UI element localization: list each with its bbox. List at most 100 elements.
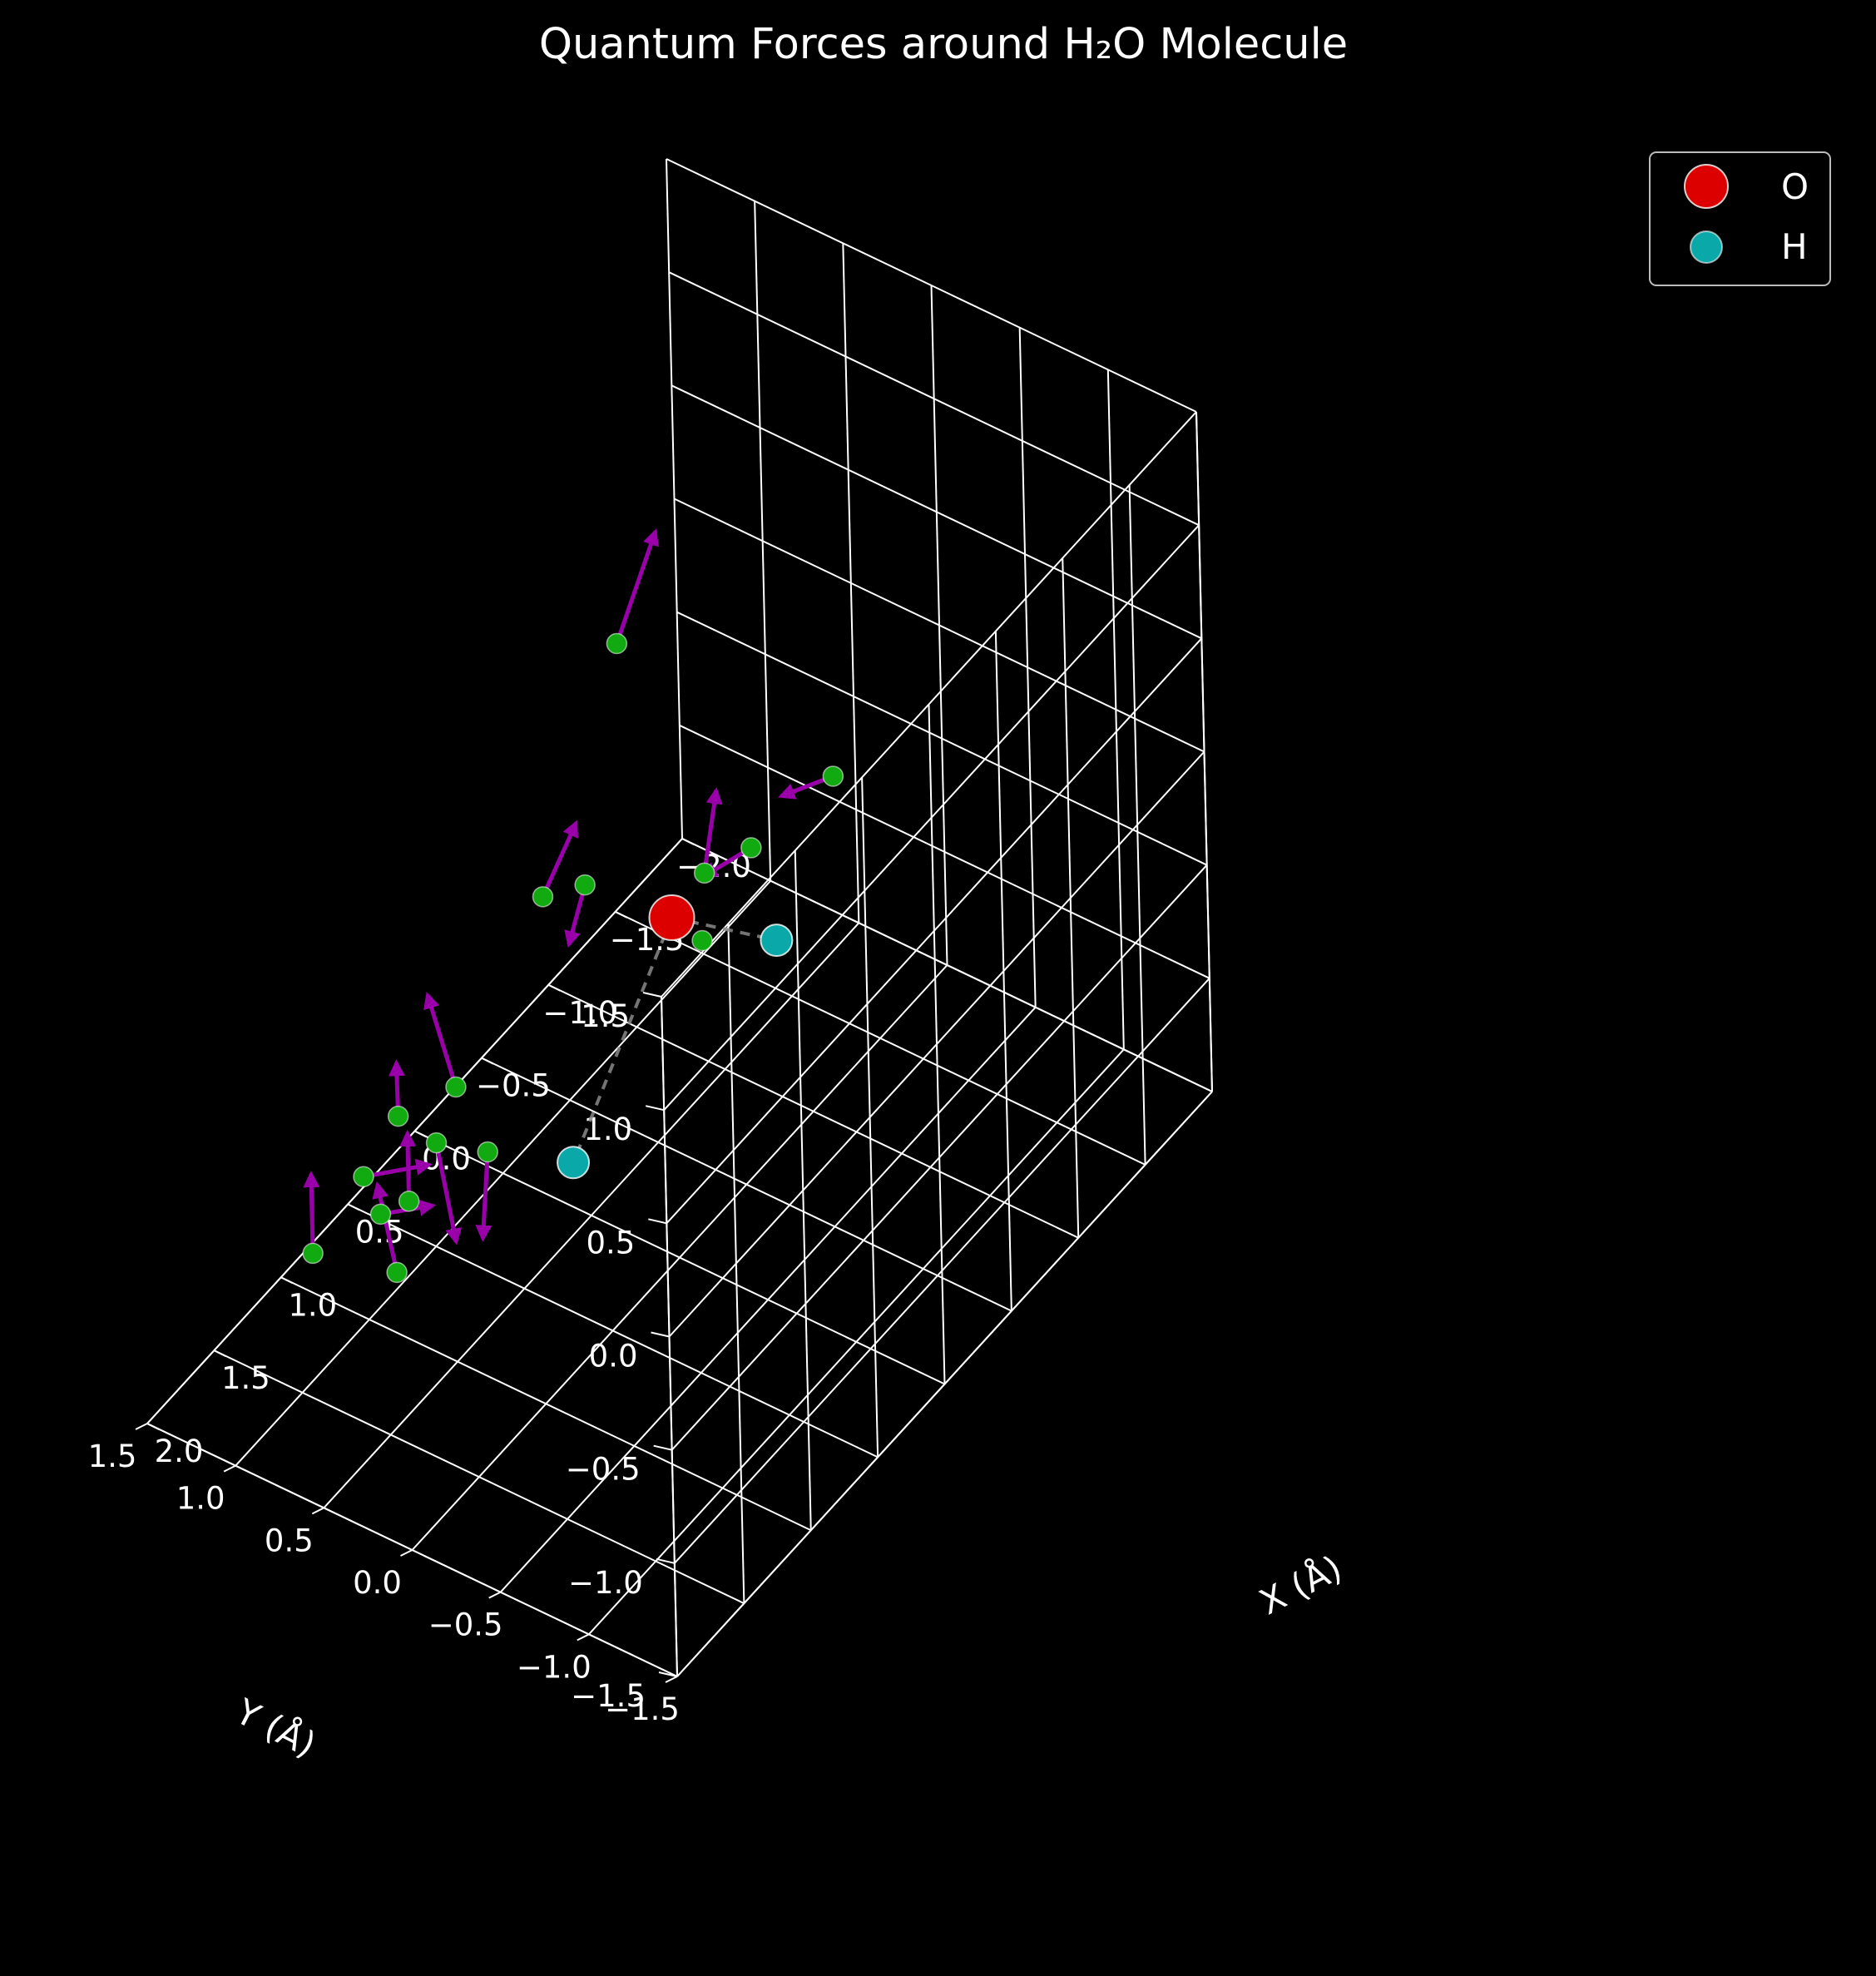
y-tick-label: −1.0 (517, 1649, 592, 1685)
floor-gridline-y (499, 1006, 1037, 1593)
y-tick-label: 0.5 (265, 1523, 314, 1558)
x-tick-label: −0.5 (476, 1068, 551, 1104)
y-tick-mark (223, 1464, 236, 1473)
force-arrow (541, 820, 578, 898)
force-point (574, 874, 596, 896)
z-tick-label: −1.5 (571, 1678, 646, 1714)
x-tick-mark (146, 1423, 160, 1430)
z-tick-mark (656, 1558, 676, 1564)
force-arrow (475, 1151, 493, 1242)
wall-gridline-z (676, 611, 1208, 866)
x-tick-mark (280, 1276, 294, 1285)
y-tick-label: 1.0 (176, 1481, 225, 1517)
plot-area (302, 528, 844, 1284)
floor-gridline-y (411, 964, 948, 1551)
x-axis-label: X (Å) (1253, 1547, 1349, 1623)
y-axis-label: Y (Å) (229, 1690, 323, 1766)
y-tick-mark (400, 1549, 413, 1557)
force-point (606, 632, 628, 655)
z-tick-mark (648, 1218, 667, 1225)
x-tick-label: 1.0 (288, 1287, 337, 1323)
floor-gridline-y (323, 922, 860, 1509)
atom-hydrogen (760, 924, 794, 958)
z-tick-mark (658, 1671, 678, 1677)
force-point (398, 1190, 420, 1212)
force-arrow (363, 1158, 433, 1179)
force-point (445, 1076, 467, 1098)
wall-gridline-z (671, 384, 1202, 640)
force-point (387, 1105, 409, 1127)
y-tick-mark (577, 1633, 590, 1642)
legend-marker-o (1684, 164, 1729, 209)
force-point (532, 886, 554, 908)
force-point (353, 1166, 374, 1188)
z-tick-mark (642, 992, 662, 998)
force-point (302, 1242, 324, 1265)
wall-gridline-z (663, 524, 1200, 1111)
x-tick-mark (681, 838, 695, 845)
x-tick-mark (481, 1057, 494, 1065)
z-tick-label: −1.0 (568, 1565, 643, 1601)
wall-gridline-z (668, 750, 1205, 1338)
legend-label-h: H (1781, 226, 1808, 267)
y-tick-label: −1.5 (605, 1691, 680, 1727)
z-tick-label: 0.5 (586, 1225, 635, 1260)
wall-gridline-z (674, 978, 1210, 1564)
x-tick-mark (347, 1203, 360, 1211)
force-point (369, 1203, 392, 1226)
y-tick-mark (665, 1676, 678, 1683)
wall-gridline-z (668, 271, 1200, 527)
axes-3d: −2.0−1.5−1.0−0.50.00.51.01.52.0−1.5−1.0−… (88, 158, 1349, 1766)
y-tick-label: 0.0 (353, 1565, 402, 1601)
wall-gridline-z (666, 637, 1203, 1225)
z-tick-mark (645, 1105, 665, 1112)
legend: O H (1649, 151, 1831, 286)
force-point (740, 837, 762, 859)
wall-gridline-z (674, 498, 1205, 753)
floor-gridline-y (588, 1048, 1125, 1636)
force-arrow (614, 528, 659, 645)
force-arrow (303, 1171, 320, 1254)
x-tick-mark (547, 983, 561, 992)
wall-gridline-z (666, 158, 1197, 413)
chart-title: Quantum Forces around H₂O Molecule (539, 20, 1348, 69)
force-arrow (372, 1181, 399, 1273)
wall-gridline-z (679, 724, 1210, 979)
y-tick-mark (135, 1423, 148, 1430)
bond-line (572, 917, 674, 1163)
y-tick-mark (488, 1591, 502, 1599)
force-point (425, 1132, 448, 1154)
atom-oxygen (648, 894, 695, 941)
floor-gridline-y (235, 879, 771, 1467)
force-arrow (702, 787, 723, 874)
wall-gridline-z (661, 411, 1197, 998)
force-point (693, 862, 715, 884)
z-tick-label: 1.5 (581, 998, 630, 1034)
z-tick-label: 0.0 (589, 1339, 638, 1374)
force-arrow (434, 1142, 462, 1246)
y-tick-mark (311, 1507, 324, 1515)
force-arrow (423, 992, 458, 1088)
y-tick-label: −0.5 (428, 1607, 503, 1643)
x-tick-mark (213, 1350, 226, 1358)
atom-hydrogen (557, 1146, 591, 1180)
legend-marker-h (1690, 230, 1723, 264)
z-tick-mark (651, 1331, 670, 1338)
x-tick-label: 2.0 (155, 1434, 204, 1469)
z-tick-mark (653, 1444, 672, 1451)
wall-gridline-z (681, 838, 1213, 1092)
legend-label-o: O (1781, 166, 1809, 207)
y-tick-label: 1.5 (88, 1439, 137, 1474)
force-point (477, 1141, 498, 1163)
x-tick-label: 1.5 (221, 1360, 270, 1396)
x-tick-label: −1.0 (542, 995, 617, 1031)
x-tick-mark (414, 1130, 427, 1138)
force-point (386, 1261, 408, 1284)
x-tick-mark (615, 910, 628, 919)
force-point (822, 765, 844, 787)
wall-gridline-z (676, 1091, 1213, 1677)
wall-gridline-z (671, 864, 1208, 1451)
z-tick-label: −0.5 (566, 1452, 641, 1488)
